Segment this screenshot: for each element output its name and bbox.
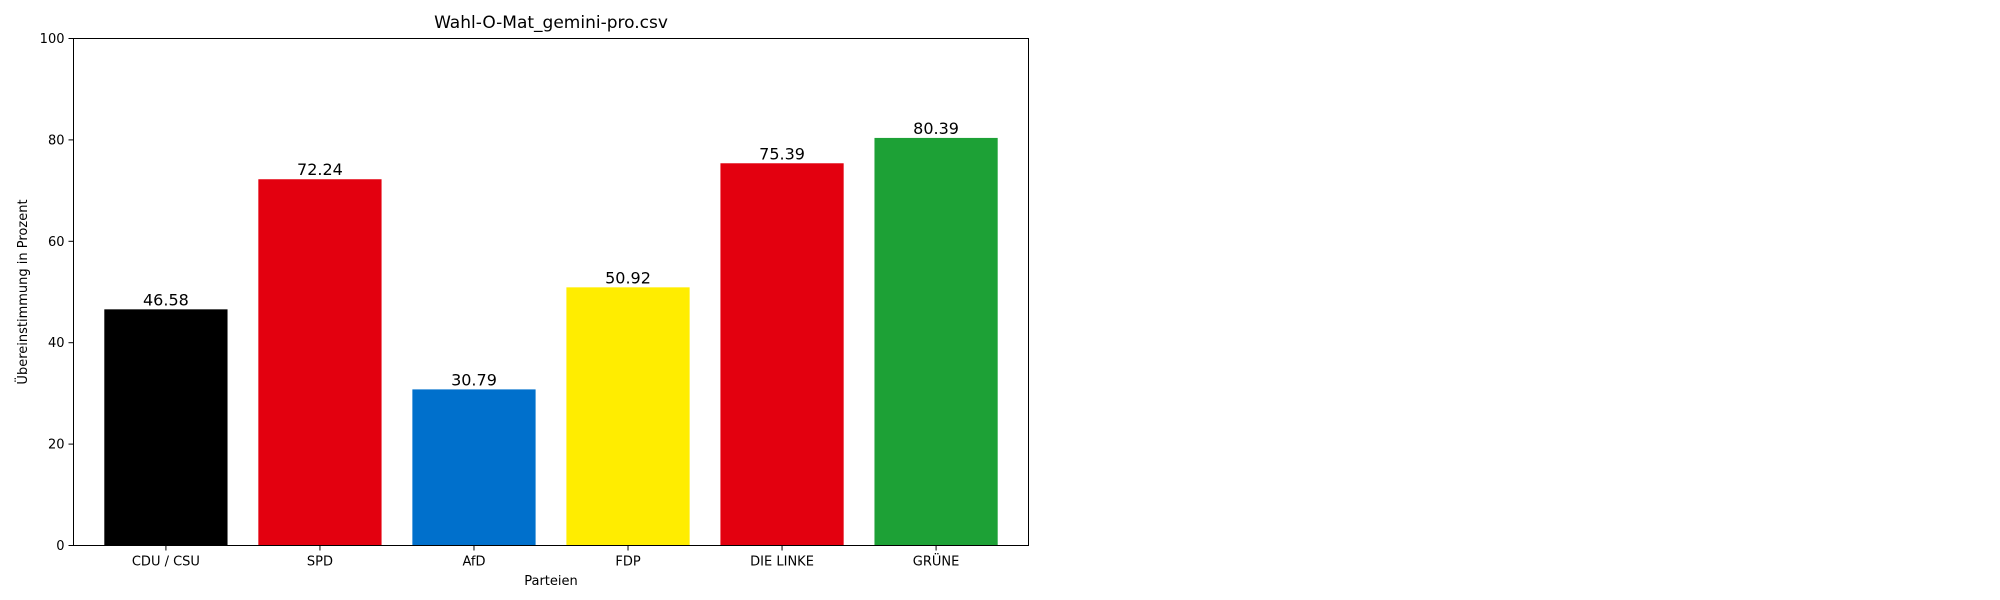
- y-tick-label: 40: [48, 336, 65, 351]
- data-label-grüne: 80.39: [913, 119, 959, 138]
- data-label-cdu-csu: 46.58: [143, 290, 189, 309]
- bar-die-linke: [720, 163, 844, 546]
- y-axis-label: Übereinstimmung in Prozent: [14, 199, 31, 384]
- x-axis-ticks: CDU / CSU SPD AfD FDP DIE LINKE GRÜNE: [132, 545, 960, 570]
- data-label-spd: 72.24: [297, 160, 343, 179]
- y-tick-label: 20: [48, 438, 65, 453]
- x-tick-label: GRÜNE: [913, 553, 960, 570]
- bar-afd: [412, 389, 536, 546]
- bar-cdu-csu: [104, 309, 228, 546]
- plot-frame: [73, 38, 1029, 546]
- data-label-afd: 30.79: [451, 370, 497, 389]
- y-tick-label: 0: [56, 539, 64, 554]
- x-tick-label: FDP: [615, 555, 640, 570]
- y-tick-label: 60: [48, 235, 65, 250]
- x-tick-label: DIE LINKE: [750, 555, 814, 570]
- y-axis-ticks: 0 20 40 60 80 100: [40, 32, 74, 554]
- bar-grüne: [874, 137, 998, 546]
- data-label-fdp: 50.92: [605, 268, 651, 287]
- x-axis-label: Parteien: [524, 574, 578, 589]
- y-tick-label: 100: [40, 32, 65, 47]
- x-tick-label: CDU / CSU: [132, 555, 200, 570]
- data-label-die-linke: 75.39: [759, 144, 805, 163]
- bar-fdp: [566, 287, 690, 546]
- data-labels-group: 46.58 72.24 30.79 50.92 75.39 80.39: [143, 119, 959, 389]
- bar-spd: [258, 179, 382, 546]
- x-tick-label: SPD: [307, 555, 333, 570]
- x-tick-label: AfD: [462, 555, 485, 570]
- chart-title: Wahl-O-Mat_gemini-pro.csv: [434, 13, 668, 33]
- y-tick-label: 80: [48, 133, 65, 148]
- bars-group: [104, 137, 998, 546]
